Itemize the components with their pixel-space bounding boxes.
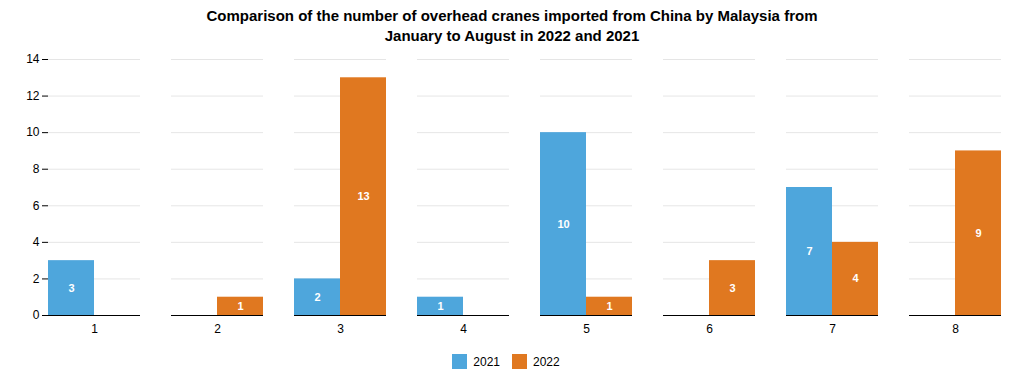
html-text:2021: 2021 (473, 354, 500, 369)
svg-text:6: 6 (33, 199, 40, 213)
svg-text:2: 2 (314, 291, 320, 303)
svg-text:13: 13 (357, 190, 369, 202)
svg-text:4: 4 (33, 235, 40, 249)
svg-text:14: 14 (26, 52, 40, 66)
svg-text:1: 1 (606, 300, 612, 312)
svg-text:2: 2 (214, 322, 221, 336)
svg-text:7: 7 (806, 245, 812, 257)
html-text:2022: 2022 (533, 354, 560, 369)
svg-text:4: 4 (852, 272, 859, 284)
svg-text:6: 6 (706, 322, 713, 336)
svg-text:0: 0 (33, 308, 40, 322)
svg-text:12: 12 (26, 89, 40, 103)
svg-text:3: 3 (337, 322, 344, 336)
html-text:Comparison of the number of ov: Comparison of the number of overhead cra… (206, 7, 818, 44)
svg-text:3: 3 (729, 282, 735, 294)
svg-text:2: 2 (33, 272, 40, 286)
svg-text:1: 1 (91, 322, 98, 336)
svg-text:8: 8 (33, 162, 40, 176)
svg-text:7: 7 (829, 322, 836, 336)
svg-text:1: 1 (237, 300, 243, 312)
svg-text:8: 8 (952, 322, 959, 336)
svg-text:4: 4 (460, 322, 467, 336)
svg-text:3: 3 (68, 282, 74, 294)
svg-text:10: 10 (26, 125, 40, 139)
svg-text:9: 9 (975, 227, 981, 239)
svg-text:10: 10 (557, 218, 569, 230)
svg-text:5: 5 (583, 322, 590, 336)
svg-text:1: 1 (437, 300, 443, 312)
